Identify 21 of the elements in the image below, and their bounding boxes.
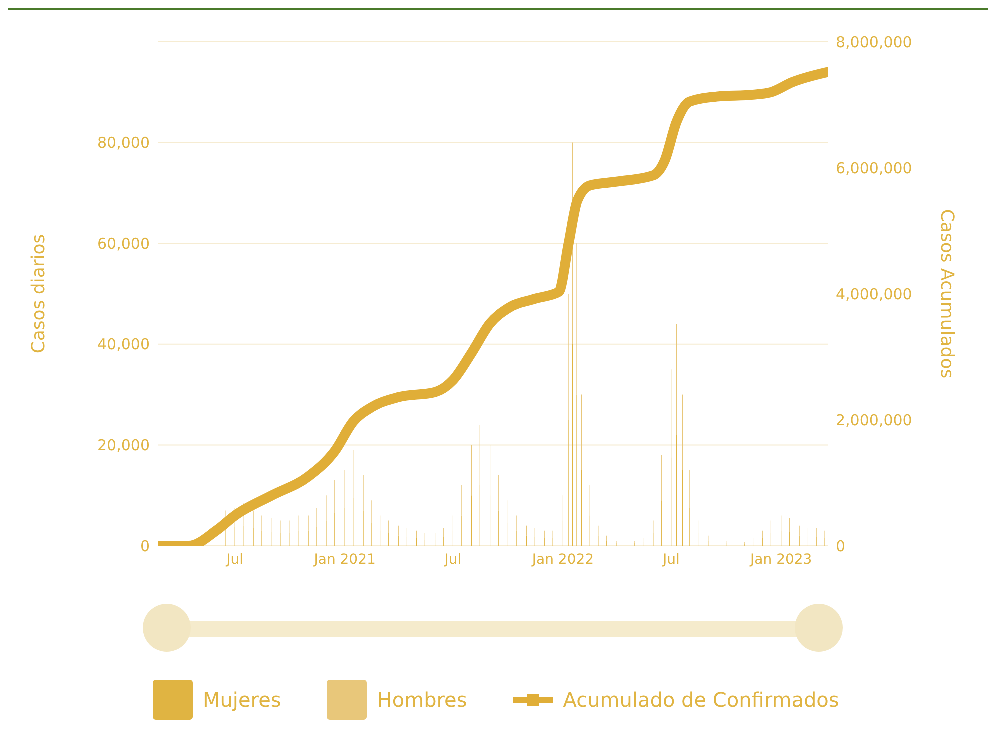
y-tick-label: 0 — [140, 537, 150, 556]
y2-tick-label: 2,000,000 — [836, 411, 912, 430]
y2-tick-label: 0 — [836, 537, 846, 556]
x-tick-label: Jul — [662, 552, 680, 568]
x-tick-label: Jan 2023 — [750, 552, 812, 568]
y2-axis-title: Casos Acumulados — [936, 209, 958, 379]
x-tick-label: Jul — [444, 552, 462, 568]
y-tick-label: 20,000 — [98, 436, 150, 455]
legend-label: Mujeres — [203, 688, 282, 712]
y2-tick-label: 6,000,000 — [836, 159, 912, 178]
y-tick-label: 40,000 — [98, 336, 150, 354]
legend-label: Acumulado de Confirmados — [563, 688, 840, 712]
y-tick-label: 60,000 — [98, 234, 150, 253]
x-tick-label: Jan 2022 — [531, 552, 594, 568]
y2-tick-label: 4,000,000 — [836, 285, 912, 304]
x-tick-label: Jul — [226, 552, 244, 568]
y-tick-label: 80,000 — [98, 134, 150, 152]
y-axis-title: Casos diarios — [28, 234, 50, 354]
y2-tick-label: 8,000,000 — [836, 33, 912, 52]
legend-label: Hombres — [377, 688, 468, 712]
x-tick-label: Jan 2021 — [313, 552, 376, 568]
